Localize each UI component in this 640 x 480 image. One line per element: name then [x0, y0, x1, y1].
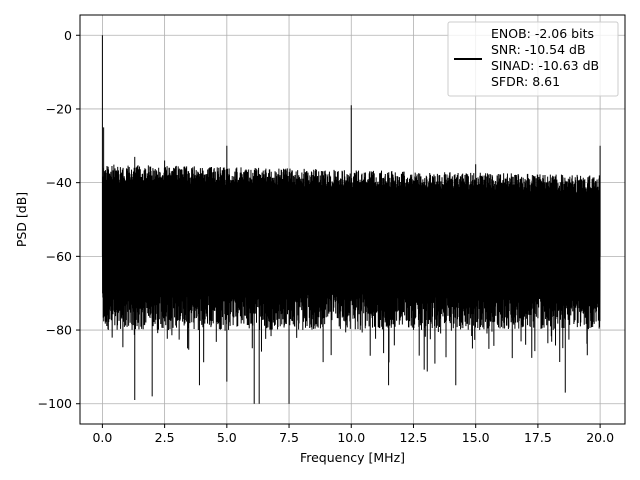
x-axis-ticks: 0.0 2.5 5.0 7.5 10.0 12.5 15.0 17.5 20.0 [92, 424, 614, 445]
legend-entry-sinad: SINAD: -10.63 dB [491, 58, 599, 73]
x-tick-label: 0.0 [92, 430, 112, 445]
plot-frame [79, 14, 626, 425]
x-tick-label: 15.0 [462, 430, 490, 445]
y-tick-label: −80 [46, 323, 72, 338]
y-axis-label: PSD [dB] [14, 192, 29, 247]
legend-entry-sfdr: SFDR: 8.61 [491, 74, 560, 89]
legend-entry-snr: SNR: -10.54 dB [491, 42, 586, 57]
x-tick-label: 7.5 [279, 430, 299, 445]
x-tick-label: 12.5 [400, 430, 428, 445]
y-tick-label: −60 [46, 249, 72, 264]
legend-entry-enob: ENOB: -2.06 bits [491, 26, 594, 41]
y-tick-label: −40 [46, 175, 72, 190]
x-tick-label: 20.0 [586, 430, 614, 445]
psd-series-line [101, 35, 601, 404]
y-tick-label: −100 [38, 396, 72, 411]
x-tick-label: 5.0 [217, 430, 237, 445]
x-tick-label: 10.0 [337, 430, 365, 445]
legend-box [447, 21, 619, 97]
x-axis-label: Frequency [MHz] [300, 450, 405, 465]
y-axis-ticks: 0 −20 −40 −60 −80 −100 [38, 28, 80, 411]
y-tick-label: 0 [64, 28, 72, 43]
legend: ENOB: -2.06 bits SNR: -10.54 dB SINAD: -… [447, 21, 619, 97]
x-tick-label: 17.5 [524, 430, 552, 445]
plot-area [101, 35, 601, 404]
x-tick-label: 2.5 [155, 430, 175, 445]
y-tick-label: −20 [46, 101, 72, 116]
